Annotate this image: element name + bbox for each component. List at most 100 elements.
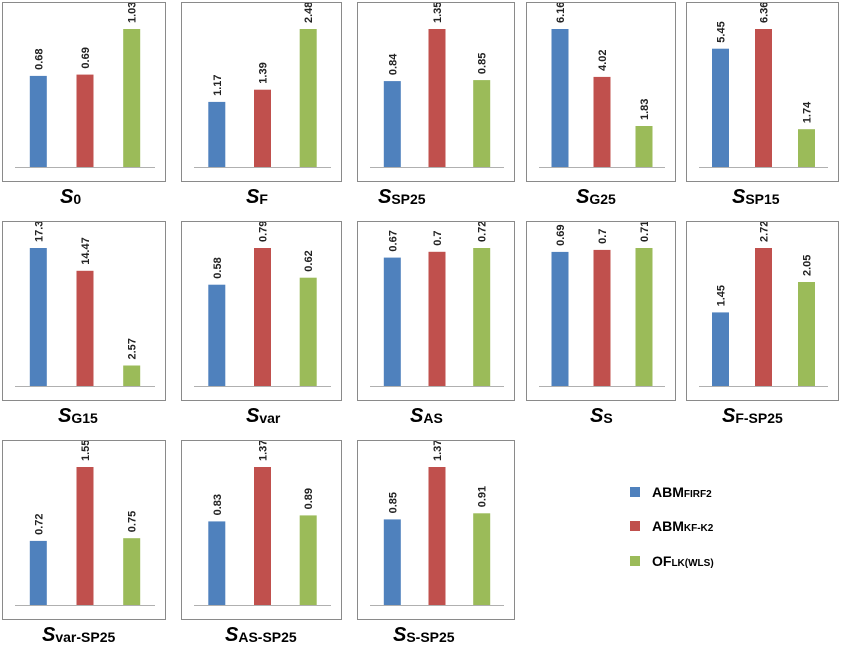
bar [635,248,653,386]
bar-chart: 1.17 1.39 2.48 [194,3,331,168]
chart-panel: 0.72 1.55 0.75 [2,440,166,620]
data-label: 0.75 [127,511,139,532]
data-label: 1.03 [127,3,139,23]
data-label: 0.72 [33,513,45,534]
data-label: 2.05 [802,255,814,276]
title-symbol: S [58,405,72,427]
chart-panel: 6.16 4.02 1.83 [526,2,676,182]
bar [208,284,226,386]
chart-title: SF [246,186,268,209]
data-label: 0.89 [303,488,315,509]
bar-chart: 0.85 1.37 0.91 [370,441,504,606]
bar [712,48,729,168]
bar-chart: 0.58 0.79 0.62 [194,222,331,387]
data-label: 0.85 [387,492,399,513]
bar [29,540,47,605]
bar-chart: 1.45 2.72 2.05 [699,222,828,387]
data-label: 0.71 [639,222,651,242]
bar [29,75,47,167]
title-subscript: S [603,410,613,426]
chart-title: S0 [60,186,81,209]
bar-chart: 0.72 1.55 0.75 [15,441,155,606]
bar [798,282,815,386]
bar [208,521,226,605]
bar [593,76,611,167]
data-label: 14.47 [80,237,92,265]
data-label: 0.67 [387,230,399,251]
bar [254,248,271,386]
chart-panel: 5.45 6.36 1.74 [686,2,839,182]
data-label: 0.83 [212,494,224,515]
title-subscript: AS-SP25 [238,629,297,645]
chart-panel: 0.58 0.79 0.62 [181,221,342,401]
bar [299,277,317,386]
title-symbol: S [576,186,590,208]
data-label: 0.69 [555,224,567,245]
bar [299,515,317,605]
bar [123,538,141,605]
bar-chart: 0.83 1.37 0.89 [194,441,331,606]
bar [254,89,271,167]
legend-label: ABM [652,484,684,500]
bar [593,249,611,386]
chart-panel: 0.67 0.7 0.72 [357,221,515,401]
chart-title: SS [590,405,613,428]
bar [76,270,94,386]
bar-chart: 6.16 4.02 1.83 [539,3,665,168]
data-label: 0.7 [597,229,609,244]
chart-title: SSP25 [378,186,426,209]
title-symbol: S [722,405,736,427]
bar [123,365,141,386]
data-label: 0.68 [33,48,45,69]
title-symbol: S [246,405,260,427]
chart-panel: 0.69 0.7 0.71 [526,221,676,401]
title-subscript: F-SP25 [735,410,783,426]
title-subscript: AS [423,410,443,426]
data-label: 1.74 [802,101,814,123]
title-subscript: var-SP25 [55,629,116,645]
chart-panel: 0.83 1.37 0.89 [181,440,342,620]
title-symbol: S [60,186,74,208]
title-symbol: S [378,186,392,208]
data-label: 1.35 [432,3,444,23]
title-symbol: S [732,186,746,208]
chart-title: Svar-SP25 [42,624,115,647]
legend-swatch-red [630,521,640,531]
bar [755,29,772,167]
bar [383,81,401,167]
bar-chart: 0.67 0.7 0.72 [370,222,504,387]
legend-swatch-green [630,556,640,566]
bar [428,251,446,386]
bar [428,29,446,167]
data-label: 6.16 [555,3,567,23]
data-label: 1.83 [639,99,651,120]
data-label: 0.62 [303,250,315,271]
legend-label-sub: FIRF2 [683,489,712,500]
data-label: 5.45 [716,21,728,42]
data-label: 0.84 [387,53,399,75]
legend-label-sub: LK(WLS) [671,558,714,569]
bar [635,126,653,167]
bar [551,29,569,167]
bar [76,74,94,167]
data-label: 0.58 [212,257,224,278]
bar-chart: 17.33 14.47 2.57 [15,222,155,387]
title-subscript: SP15 [745,191,780,207]
data-label: 0.91 [477,486,489,507]
data-label: 1.37 [258,441,270,461]
chart-title: SG25 [576,186,616,209]
bar [76,467,94,605]
data-label: 1.17 [212,74,224,95]
data-label: 0.72 [477,222,489,242]
legend-swatch-blue [630,487,640,497]
bar [123,29,141,167]
title-symbol: S [225,624,239,646]
title-symbol: S [246,186,260,208]
bar [798,129,815,167]
title-subscript: G15 [71,410,98,426]
legend-label-sub: KF-K2 [683,523,714,534]
chart-panel: 17.33 14.47 2.57 [2,221,166,401]
title-symbol: S [393,624,407,646]
bar [712,312,729,386]
